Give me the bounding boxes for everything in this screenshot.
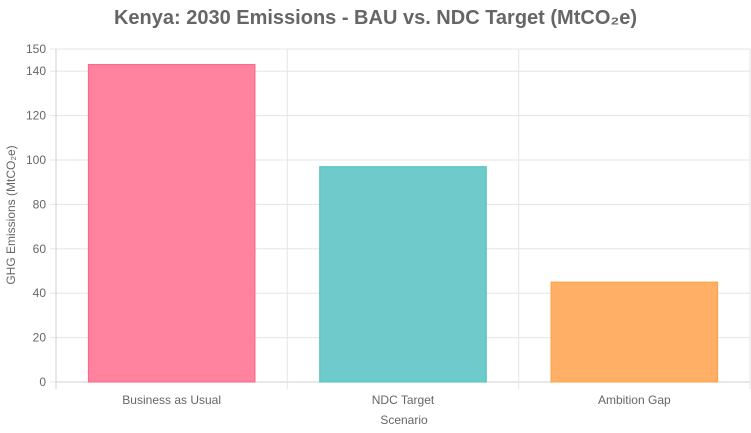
x-tick-label: Business as Usual	[122, 393, 221, 407]
bar	[87, 64, 256, 383]
bars	[87, 64, 719, 383]
y-tick-label: 140	[26, 64, 46, 78]
y-tick-label: 0	[39, 375, 46, 389]
x-tick-label: Ambition Gap	[598, 393, 671, 407]
y-tick-label: 100	[26, 153, 46, 167]
x-tick-label: NDC Target	[372, 393, 435, 407]
y-tick-label: 20	[33, 331, 47, 345]
y-tick-label: 80	[33, 197, 47, 211]
chart-title: Kenya: 2030 Emissions - BAU vs. NDC Targ…	[114, 7, 637, 29]
y-tick-label: 120	[26, 109, 46, 123]
y-tick-label: 150	[26, 42, 46, 56]
bar	[319, 166, 487, 383]
x-axis-label: Scenario	[380, 413, 428, 427]
y-tick-label: 60	[33, 242, 47, 256]
axis-ticks: 0 20 40 60 80 100 120 140 150 Business as Usual ND…	[26, 42, 671, 407]
y-tick-label: 40	[33, 286, 47, 300]
bar	[550, 281, 719, 383]
y-axis-label: GHG Emissions (MtCO₂e)	[4, 145, 18, 284]
